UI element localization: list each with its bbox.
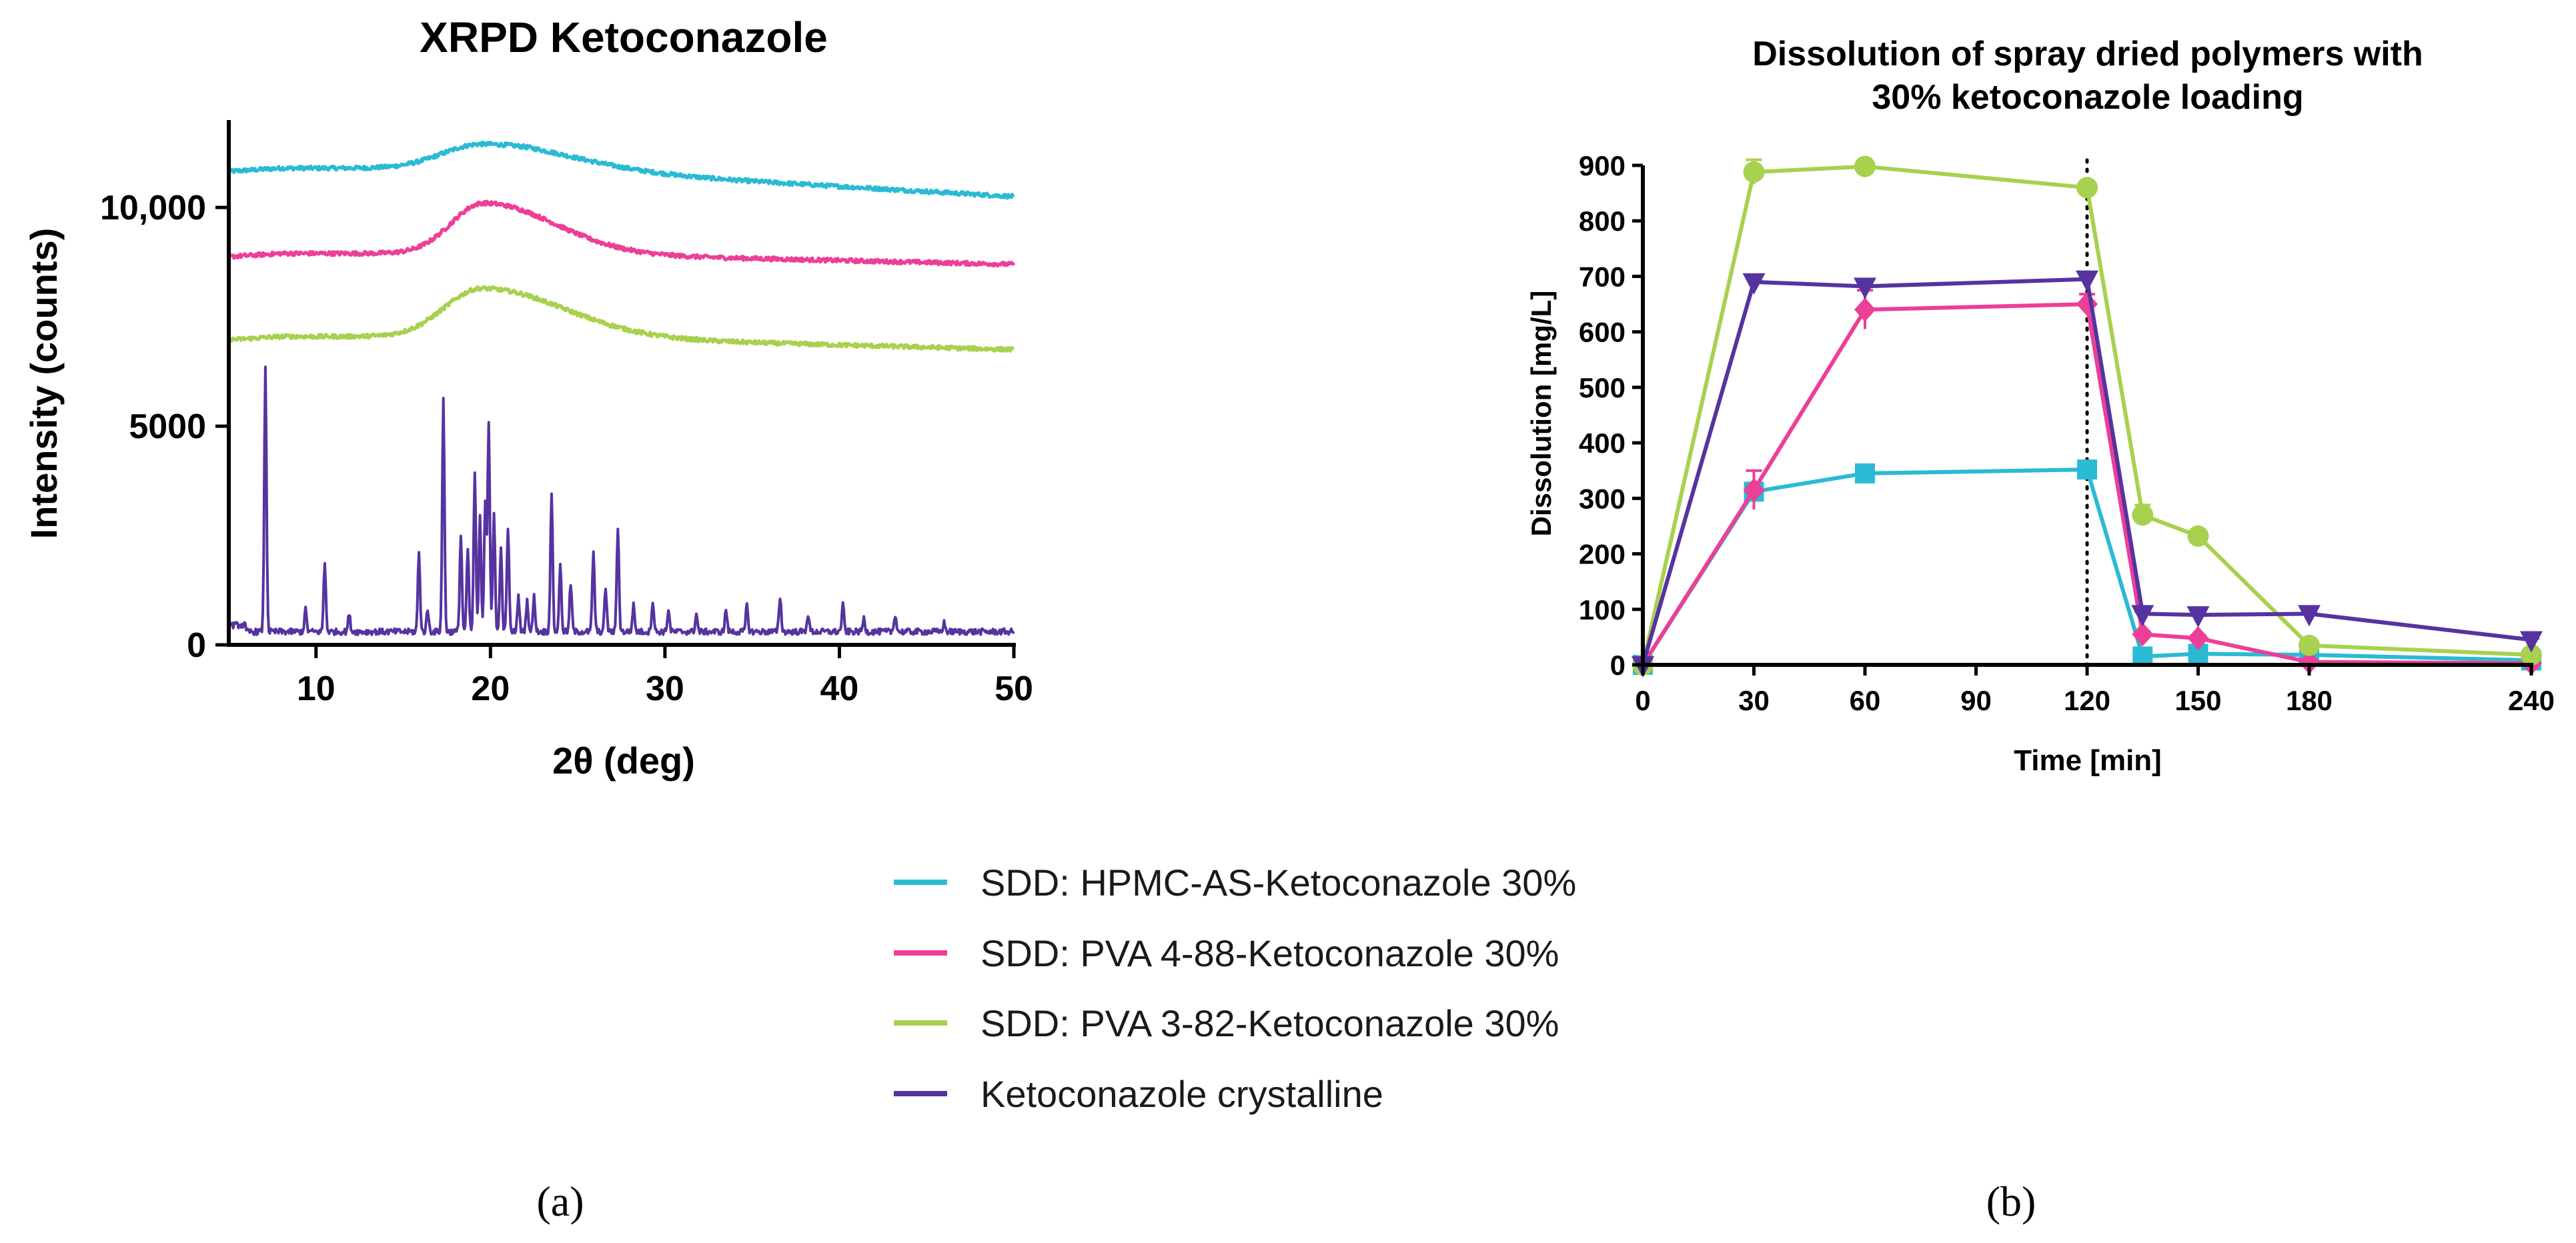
- dissolution-y-tick-label: 800: [1579, 205, 1626, 237]
- dissolution-point-pva-3-82: [2521, 644, 2542, 666]
- dissolution-x-tick-label: 30: [1738, 685, 1770, 716]
- dissolution-point-hpmc: [2077, 459, 2097, 480]
- dissolution-point-crystalline: [2298, 605, 2321, 627]
- xrpd-x-tick-label: 30: [646, 670, 684, 708]
- dissolution-y-axis-label: Dissolution [mg/L]: [1525, 291, 1557, 537]
- dissolution-point-pva-4-88: [2187, 626, 2209, 651]
- dissolution-point-pva-3-82: [2187, 525, 2209, 547]
- dissolution-title-line-2: 30% ketoconazole loading: [1872, 78, 2303, 117]
- dissolution-y-tick-label: 500: [1579, 372, 1626, 403]
- dissolution-y-tick-label: 0: [1610, 650, 1626, 681]
- dissolution-y-tick-label: 700: [1579, 261, 1626, 292]
- xrpd-y-tick-label: 10,000: [100, 189, 206, 227]
- dissolution-point-pva-4-88: [2299, 650, 2320, 674]
- xrpd-title: XRPD Ketoconazole: [420, 13, 828, 61]
- xrpd-x-tick-label: 50: [995, 670, 1033, 708]
- dissolution-line-pva-3-82: [1641, 164, 2532, 666]
- dissolution-x-tick-label: 240: [2508, 685, 2555, 716]
- dissolution-point-pva-3-82: [2299, 634, 2320, 656]
- xrpd-series-pva-4-88: [227, 199, 1016, 268]
- xrpd-x-tick-label: 10: [297, 670, 336, 708]
- dissolution-point-hpmc: [1855, 463, 1875, 483]
- dissolution-point-crystalline: [1742, 273, 1766, 295]
- xrpd-series-crystalline: [227, 365, 1015, 636]
- legend-label-pva-4-88: SDD: PVA 4-88-Ketoconazole 30%: [981, 932, 1559, 974]
- dissolution-point-crystalline: [2186, 606, 2210, 628]
- legend-label-pva-3-82: SDD: PVA 3-82-Ketoconazole 30%: [981, 1002, 1559, 1044]
- legend: SDD: HPMC-AS-Ketoconazole 30% SDD: PVA 4…: [894, 862, 1576, 1115]
- dissolution-y-tick-label: 900: [1579, 150, 1626, 181]
- dissolution-x-tick-label: 120: [2064, 685, 2110, 716]
- dissolution-point-pva-3-82: [2076, 177, 2098, 199]
- dissolution-x-axis-label: Time [min]: [2014, 744, 2162, 777]
- panel-label-b: (b): [1986, 1178, 2036, 1225]
- xrpd-chart: XRPD Ketoconazole Intensity (counts) 2θ …: [23, 13, 1033, 782]
- xrpd-y-tick-label: 0: [187, 626, 206, 665]
- dissolution-point-pva-4-88: [2132, 622, 2154, 647]
- dissolution-y-tick-label: 200: [1579, 539, 1626, 570]
- dissolution-title-line-1: Dissolution of spray dried polymers with: [1752, 35, 2423, 73]
- dissolution-x-tick-label: 0: [1635, 685, 1650, 716]
- xrpd-x-tick-label: 20: [471, 670, 510, 708]
- dissolution-x-tick-label: 180: [2286, 685, 2333, 716]
- dissolution-x-tick-label: 150: [2174, 685, 2221, 716]
- dissolution-y-tick-label: 400: [1579, 427, 1626, 459]
- dissolution-line-hpmc: [1641, 467, 2532, 666]
- dissolution-chart: Dissolution of spray dried polymers with…: [1525, 35, 2555, 777]
- dissolution-x-tick-label: 90: [1960, 685, 1992, 716]
- dissolution-y-tick-label: 100: [1579, 594, 1626, 626]
- dissolution-point-crystalline: [1854, 277, 1876, 299]
- dissolution-point-pva-3-82: [1743, 161, 1765, 183]
- xrpd-x-tick-label: 40: [820, 670, 859, 708]
- dissolution-point-crystalline: [2076, 270, 2098, 292]
- dissolution-y-tick-label: 600: [1579, 317, 1626, 348]
- dissolution-point-pva-4-88: [1743, 477, 1765, 502]
- xrpd-y-tick-label: 5000: [129, 407, 206, 446]
- dissolution-point-crystalline: [2520, 631, 2543, 653]
- dissolution-line-crystalline: [1641, 277, 2532, 666]
- legend-label-crystalline: Ketoconazole crystalline: [981, 1073, 1383, 1115]
- panel-label-a: (a): [536, 1178, 584, 1225]
- xrpd-x-axis-label: 2θ (deg): [552, 740, 695, 782]
- legend-label-hpmc: SDD: HPMC-AS-Ketoconazole 30%: [981, 862, 1576, 904]
- dissolution-point-pva-3-82: [1854, 155, 1876, 177]
- dissolution-y-tick-label: 300: [1579, 483, 1626, 514]
- xrpd-series-hpmc: [227, 140, 1015, 200]
- xrpd-y-axis-label: Intensity (counts): [23, 228, 65, 539]
- dissolution-line-pva-4-88: [1641, 302, 2532, 666]
- dissolution-point-pva-3-82: [2132, 504, 2154, 526]
- dissolution-point-crystalline: [2131, 605, 2154, 627]
- xrpd-series-pva-3-82: [227, 285, 1015, 353]
- dissolution-point-pva-4-88: [1854, 297, 1876, 322]
- dissolution-x-tick-label: 60: [1850, 685, 1881, 716]
